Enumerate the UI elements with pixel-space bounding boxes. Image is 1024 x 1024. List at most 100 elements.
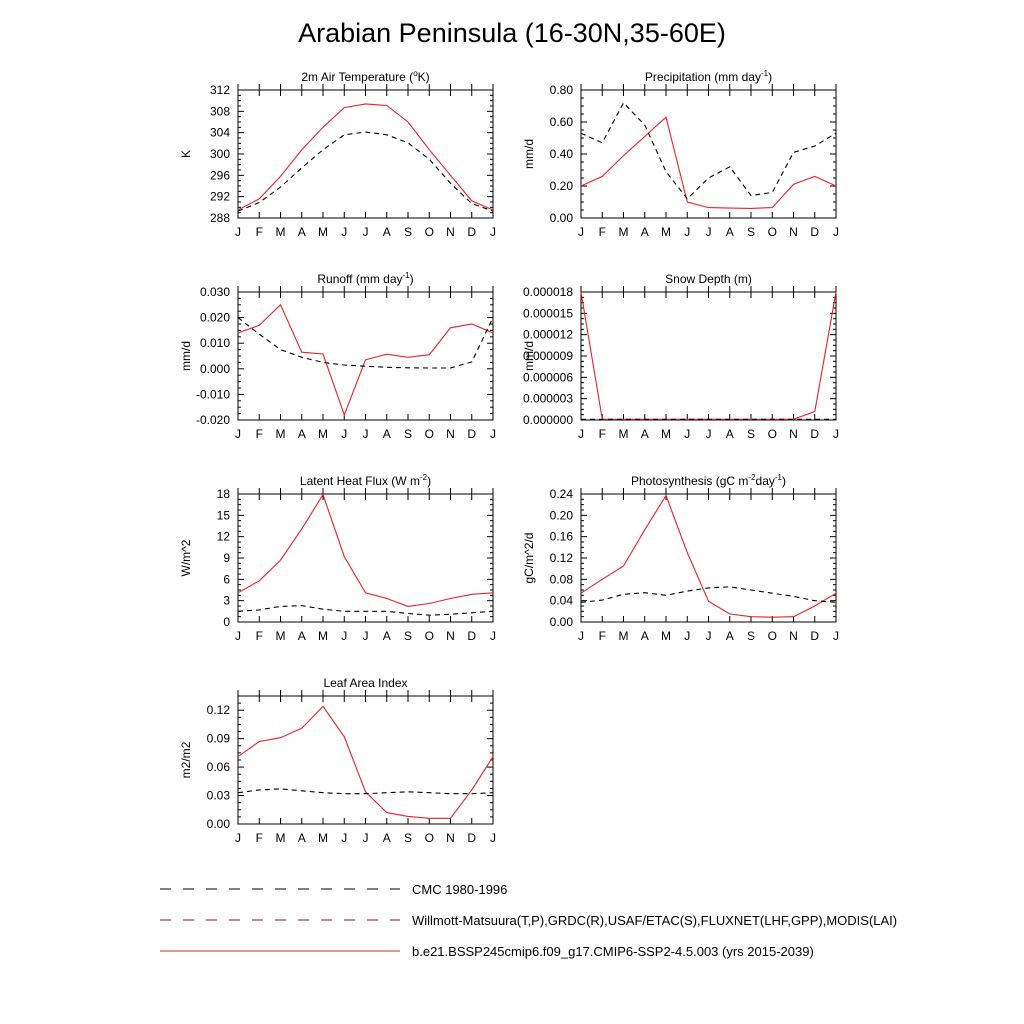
title-part: Precipitation (mm day bbox=[645, 70, 761, 84]
x-tick-label: S bbox=[404, 427, 412, 441]
x-tick-label: O bbox=[425, 427, 434, 441]
title-part: ) bbox=[427, 474, 431, 488]
x-tick-label: J bbox=[490, 629, 496, 643]
x-tick-label: J bbox=[578, 427, 584, 441]
plot-frame bbox=[580, 89, 837, 219]
plot-frame bbox=[580, 493, 837, 623]
x-tick-label: A bbox=[726, 629, 734, 643]
title-part: -1 bbox=[775, 473, 783, 482]
series-line-model bbox=[237, 493, 494, 607]
x-tick-label: A bbox=[298, 629, 306, 643]
x-tick-label: M bbox=[619, 427, 629, 441]
x-tick-label: F bbox=[256, 629, 263, 643]
title-part: Leaf Area Index bbox=[323, 676, 407, 690]
y-tick-label: 304 bbox=[210, 126, 230, 140]
panel-temp: 2m Air Temperature (oK) 288 292 296 300 304 30… bbox=[179, 69, 496, 239]
y-tick-label: 3 bbox=[223, 594, 230, 608]
y-tick-label: 0.20 bbox=[550, 179, 574, 193]
y-tick-label: 0.000018 bbox=[523, 285, 573, 299]
x-tick-label: N bbox=[789, 225, 798, 239]
x-tick-label: J bbox=[490, 225, 496, 239]
x-tick-label: J bbox=[341, 831, 347, 845]
y-tick-label: 0.000015 bbox=[523, 306, 573, 320]
y-axis-label: K bbox=[179, 150, 193, 158]
x-tick-label: N bbox=[446, 427, 455, 441]
x-tick-label: N bbox=[446, 629, 455, 643]
y-tick-label: 0.000012 bbox=[523, 328, 573, 342]
x-tick-label: J bbox=[363, 427, 369, 441]
x-tick-label: A bbox=[726, 225, 734, 239]
y-tick-label: 0.80 bbox=[550, 83, 574, 97]
title-part: day bbox=[756, 474, 775, 488]
x-tick-label: A bbox=[298, 831, 306, 845]
x-tick-label: D bbox=[467, 629, 476, 643]
y-tick-label: 0.08 bbox=[550, 572, 574, 586]
x-tick-label: J bbox=[684, 629, 690, 643]
x-tick-label: N bbox=[446, 225, 455, 239]
y-tick-label: 308 bbox=[210, 104, 230, 118]
x-tick-label: M bbox=[318, 831, 328, 845]
panel-runoff: Runoff (mm day-1) -0.020 -0.010 0.000 0.010 0… bbox=[179, 271, 496, 441]
x-tick-label: J bbox=[341, 629, 347, 643]
x-tick-label: J bbox=[363, 225, 369, 239]
y-tick-label: 288 bbox=[210, 211, 230, 225]
series-line-model bbox=[237, 303, 494, 417]
y-tick-label: 0.000006 bbox=[523, 370, 573, 384]
legend-label: b.e21.BSSP245cmip6.f09_g17.CMIP6-SSP2-4.… bbox=[412, 944, 814, 959]
x-tick-label: F bbox=[599, 225, 606, 239]
legend-label: Willmott-Matsuura(T,P),GRDC(R),USAF/ETAC… bbox=[412, 913, 897, 928]
plot-frame bbox=[237, 695, 494, 825]
x-tick-label: J bbox=[490, 831, 496, 845]
y-tick-label: 0.000 bbox=[200, 362, 230, 376]
x-tick-label: M bbox=[318, 629, 328, 643]
series-line-obs bbox=[237, 131, 494, 212]
x-tick-label: A bbox=[641, 225, 649, 239]
x-tick-label: M bbox=[619, 225, 629, 239]
panel-title-lai: Leaf Area Index bbox=[323, 676, 407, 690]
x-tick-label: M bbox=[318, 427, 328, 441]
y-tick-label: 0.09 bbox=[207, 732, 231, 746]
x-tick-label: J bbox=[363, 629, 369, 643]
series-line-model bbox=[237, 705, 494, 819]
title-part: Snow Depth (m) bbox=[665, 272, 752, 286]
x-tick-label: N bbox=[446, 831, 455, 845]
y-tick-label: 292 bbox=[210, 190, 230, 204]
title-part: ) bbox=[782, 474, 786, 488]
x-tick-label: F bbox=[256, 225, 263, 239]
x-tick-label: M bbox=[661, 225, 671, 239]
x-tick-label: A bbox=[383, 427, 391, 441]
title-part: K) bbox=[418, 70, 430, 84]
title-part: Runoff (mm day bbox=[317, 272, 402, 286]
x-tick-label: J bbox=[833, 427, 839, 441]
x-tick-label: D bbox=[810, 629, 819, 643]
x-tick-label: J bbox=[706, 225, 712, 239]
panel-title-gpp: Photosynthesis (gC m-2day-1) bbox=[631, 473, 786, 488]
series-line-obs bbox=[237, 605, 494, 616]
x-tick-label: A bbox=[726, 427, 734, 441]
x-tick-label: A bbox=[641, 427, 649, 441]
title-part: Latent Heat Flux (W m bbox=[300, 474, 420, 488]
x-tick-label: S bbox=[404, 629, 412, 643]
x-tick-label: F bbox=[599, 629, 606, 643]
x-tick-label: M bbox=[661, 629, 671, 643]
x-tick-label: A bbox=[298, 225, 306, 239]
y-tick-label: 0.60 bbox=[550, 115, 574, 129]
y-tick-label: 15 bbox=[217, 508, 231, 522]
panel-snow: Snow Depth (m) 0.000000 0.000003 0.000006 0.… bbox=[522, 272, 839, 441]
panel-gpp: Photosynthesis (gC m-2day-1) 0.00 0.04 0.08… bbox=[522, 473, 839, 643]
title-part: -2 bbox=[748, 473, 756, 482]
y-tick-label: 0.00 bbox=[550, 211, 574, 225]
x-tick-label: A bbox=[383, 831, 391, 845]
x-tick-label: J bbox=[578, 225, 584, 239]
x-tick-label: J bbox=[341, 427, 347, 441]
legend: CMC 1980-1996 Willmott-Matsuura(T,P),GRDC… bbox=[160, 882, 897, 959]
title-part: -2 bbox=[420, 473, 428, 482]
y-tick-label: 0.020 bbox=[200, 311, 230, 325]
y-tick-label: 0.00 bbox=[207, 817, 231, 831]
panel-title-temp: 2m Air Temperature (oK) bbox=[301, 69, 429, 84]
x-tick-label: J bbox=[363, 831, 369, 845]
y-axis-label: mm/d bbox=[522, 139, 536, 169]
y-tick-label: 0 bbox=[223, 615, 230, 629]
